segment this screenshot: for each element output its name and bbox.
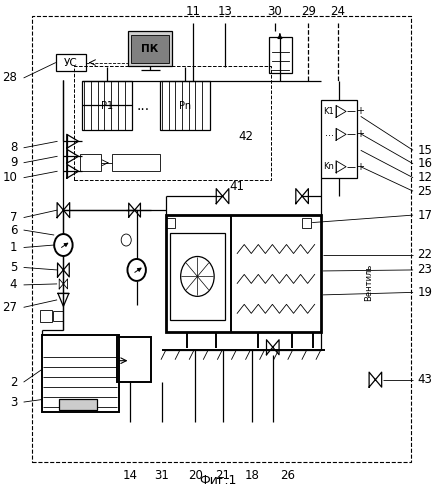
Text: 5: 5: [10, 261, 17, 274]
Text: 43: 43: [416, 373, 431, 386]
Text: 28: 28: [3, 72, 17, 85]
Text: +: +: [355, 130, 363, 140]
Text: 16: 16: [416, 157, 431, 170]
Text: 11: 11: [185, 5, 200, 18]
Text: K1: K1: [323, 107, 333, 116]
Text: ...: ...: [324, 128, 333, 138]
Text: ...: ...: [136, 99, 149, 113]
Text: 3: 3: [10, 396, 17, 408]
Text: 4: 4: [10, 278, 17, 291]
Circle shape: [121, 234, 131, 246]
Text: Pn: Pn: [178, 101, 191, 111]
Text: 12: 12: [416, 171, 431, 184]
Text: Вентиль: Вентиль: [364, 264, 373, 301]
Text: 2: 2: [10, 376, 17, 388]
Text: 23: 23: [416, 264, 431, 276]
Text: 8: 8: [10, 142, 17, 154]
Text: 20: 20: [187, 470, 202, 482]
Bar: [128, 30, 172, 66]
Text: 25: 25: [416, 184, 431, 198]
Text: 14: 14: [123, 470, 138, 482]
Bar: [42, 335, 119, 412]
Text: +: +: [355, 106, 363, 117]
Text: +: +: [355, 162, 363, 172]
Text: 13: 13: [217, 5, 231, 18]
Text: 17: 17: [416, 208, 431, 222]
Bar: [32, 16, 410, 462]
Bar: [159, 82, 210, 130]
Bar: [56, 54, 86, 72]
Bar: [111, 154, 159, 171]
Bar: [166, 215, 320, 332]
Text: 41: 41: [229, 180, 244, 192]
Bar: [117, 338, 151, 382]
Bar: [131, 35, 168, 62]
Bar: [74, 66, 270, 180]
Circle shape: [127, 259, 145, 281]
Text: 18: 18: [244, 470, 259, 482]
Text: 26: 26: [279, 470, 294, 482]
Text: 6: 6: [10, 224, 17, 236]
Bar: [80, 154, 101, 171]
Text: ПК: ПК: [141, 44, 158, 54]
Text: 30: 30: [267, 5, 282, 18]
Bar: [59, 398, 97, 409]
Bar: [82, 82, 132, 130]
Circle shape: [180, 256, 214, 296]
Text: 10: 10: [3, 171, 17, 184]
Text: Фиг.1: Фиг.1: [199, 474, 237, 487]
Text: 22: 22: [416, 248, 431, 262]
Text: P1: P1: [101, 101, 113, 111]
Text: 15: 15: [416, 144, 431, 157]
Bar: [166, 218, 175, 228]
Text: 42: 42: [237, 130, 253, 143]
Bar: [170, 232, 224, 320]
Text: 1: 1: [10, 241, 17, 254]
Text: 29: 29: [300, 5, 315, 18]
Text: 27: 27: [2, 301, 17, 314]
Text: 7: 7: [10, 211, 17, 224]
Bar: [320, 100, 356, 178]
Text: 24: 24: [329, 5, 345, 18]
Text: 9: 9: [10, 156, 17, 169]
Text: 31: 31: [154, 470, 169, 482]
Text: Kn: Kn: [323, 162, 334, 171]
Bar: [301, 218, 311, 228]
Text: 21: 21: [214, 470, 230, 482]
Text: 19: 19: [416, 286, 431, 299]
Bar: [53, 311, 63, 321]
Text: УС: УС: [64, 58, 78, 68]
Bar: [268, 37, 291, 73]
Circle shape: [54, 234, 72, 256]
Bar: [40, 310, 52, 322]
